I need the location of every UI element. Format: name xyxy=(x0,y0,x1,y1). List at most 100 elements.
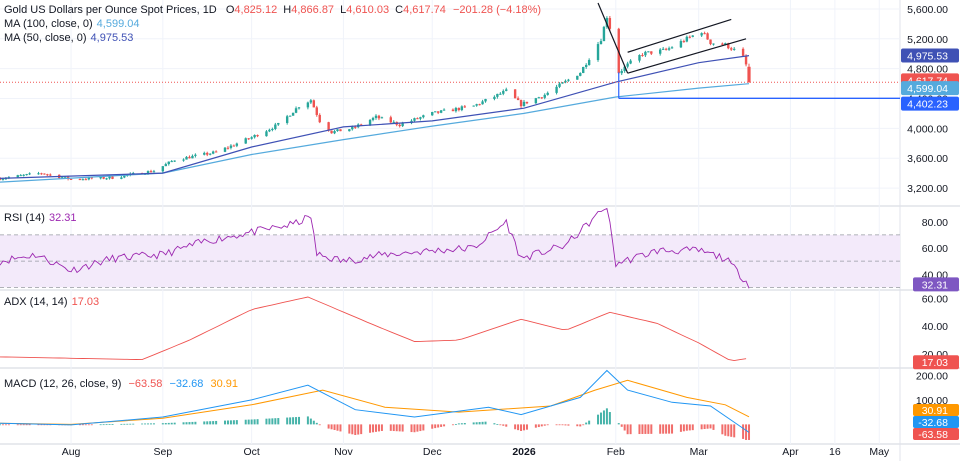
candle-body xyxy=(244,138,247,144)
rsi-tick-label: 60.00 xyxy=(922,243,948,255)
macd-histogram-bar xyxy=(132,423,135,425)
candle-body xyxy=(211,151,215,154)
candle-body xyxy=(285,116,289,123)
candle-body xyxy=(422,115,425,118)
ohlc-high: 4,866.87 xyxy=(291,4,335,16)
macd-histogram-bar xyxy=(413,424,416,433)
ma100-legend: MA (100, close, 0) 4,599.04 xyxy=(4,18,139,30)
candle-body xyxy=(63,176,67,178)
candle-body xyxy=(561,82,564,84)
price-tick-label: 4,800.00 xyxy=(907,64,948,76)
candle-body xyxy=(457,107,461,111)
macd-histogram-bar xyxy=(440,424,443,427)
candle-body xyxy=(721,43,724,45)
macd-hist-value: −63.58 xyxy=(128,378,163,390)
candle-body xyxy=(638,55,641,61)
candle-body xyxy=(587,60,591,65)
macd-histogram-bar xyxy=(523,424,526,431)
candle-body xyxy=(584,64,588,67)
macd-histogram-bar xyxy=(354,424,357,436)
macd-hist-axis-label-bg xyxy=(913,428,959,440)
macd-tick-label: 200.00 xyxy=(916,370,948,382)
macd-histogram-bar xyxy=(43,424,46,426)
macd-histogram-bar xyxy=(22,424,25,426)
candle-body xyxy=(188,156,191,159)
candle-body xyxy=(271,128,274,130)
candle-body xyxy=(596,44,600,61)
candle-body xyxy=(333,131,336,134)
macd-histogram-bar xyxy=(268,418,271,425)
candle-body xyxy=(540,97,543,99)
macd-histogram-bar xyxy=(164,423,167,425)
rsi-current-label: 32.31 xyxy=(922,279,948,291)
macd-line-axis-label-bg xyxy=(913,416,959,428)
time-axis-label: May xyxy=(869,446,890,458)
candle-body xyxy=(330,130,333,134)
macd-histogram-bar xyxy=(253,419,256,425)
candle-body xyxy=(359,124,363,126)
candle-body xyxy=(706,33,709,40)
candle-body xyxy=(102,176,105,179)
candle-body xyxy=(730,48,733,50)
macd-histogram-bar xyxy=(123,423,126,425)
price-legend: Gold US Dollars per Ounce Spot Prices, 1… xyxy=(4,4,541,16)
macd-histogram-bar xyxy=(706,424,709,429)
candle-body xyxy=(374,115,378,118)
macd-histogram-bar xyxy=(682,424,685,432)
macd-histogram-bar xyxy=(709,424,712,429)
candle-body xyxy=(339,129,342,132)
candle-body xyxy=(472,105,475,107)
price-tick-label: 3,200.00 xyxy=(907,183,948,195)
macd-histogram-bar xyxy=(688,424,691,431)
candle-body xyxy=(265,131,268,137)
macd-histogram-bar xyxy=(212,421,215,425)
candle-body xyxy=(1,178,5,180)
time-axis-label: 2026 xyxy=(512,446,536,458)
candle-body xyxy=(49,174,52,176)
macd-line xyxy=(0,369,750,433)
candle-body xyxy=(90,177,93,179)
candle-body xyxy=(84,179,88,181)
candle-body xyxy=(203,152,206,155)
candle-body xyxy=(567,79,570,81)
macd-histogram-bar xyxy=(152,423,155,425)
macd-histogram-bar xyxy=(724,424,727,436)
candle-body xyxy=(519,100,523,107)
macd-histogram-bar xyxy=(484,421,487,425)
candle-body xyxy=(161,166,165,172)
candle-body xyxy=(419,117,422,119)
macd-histogram-bar xyxy=(742,424,745,439)
candle-body xyxy=(380,117,384,119)
macd-histogram-bar xyxy=(348,424,351,434)
candle-body xyxy=(502,90,505,94)
macd-signal-value: 30.91 xyxy=(210,378,238,390)
candle-body xyxy=(191,155,194,159)
candle-body xyxy=(291,112,295,116)
ohlc-close: 4,617.74 xyxy=(403,4,446,16)
candle-body xyxy=(294,108,298,113)
macd-histogram-bar xyxy=(129,423,132,425)
macd-histogram-bar xyxy=(232,420,235,425)
time-axis-label: 16 xyxy=(829,446,841,458)
candle-body xyxy=(703,33,706,35)
candle-body xyxy=(682,41,686,43)
candle-body xyxy=(670,47,674,49)
candle-body xyxy=(484,98,487,102)
candle-body xyxy=(149,171,153,173)
candle-body xyxy=(416,118,419,120)
candle-body xyxy=(433,111,437,113)
ohlc-high-label: H xyxy=(283,4,292,16)
macd-histogram-bar xyxy=(602,410,605,425)
candle-body xyxy=(167,161,170,165)
ma100-price-label: 4,599.04 xyxy=(907,83,948,95)
macd-histogram-bar xyxy=(520,424,523,431)
macd-histogram-bar xyxy=(380,424,383,431)
candle-body xyxy=(599,41,603,45)
ma50-price-label: 4,975.53 xyxy=(907,51,948,63)
macd-histogram-bar xyxy=(585,422,588,425)
macd-histogram-bar xyxy=(434,424,437,429)
macd-histogram-bar xyxy=(451,424,454,426)
support-price-label-bg xyxy=(901,96,959,111)
